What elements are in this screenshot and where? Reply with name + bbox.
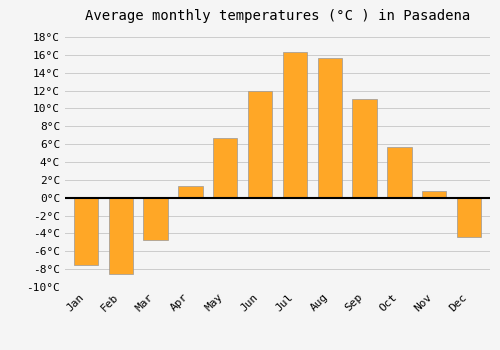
- Bar: [282, 52, 307, 198]
- Bar: [318, 58, 342, 198]
- Bar: [144, 198, 168, 240]
- Bar: [74, 198, 98, 265]
- Bar: [457, 198, 481, 237]
- Bar: [178, 186, 203, 198]
- Title: Average monthly temperatures (°C ) in Pasadena: Average monthly temperatures (°C ) in Pa…: [85, 9, 470, 23]
- Bar: [213, 138, 238, 198]
- Bar: [248, 91, 272, 198]
- Bar: [387, 147, 411, 198]
- Bar: [108, 198, 133, 274]
- Bar: [352, 99, 377, 198]
- Bar: [422, 190, 446, 198]
